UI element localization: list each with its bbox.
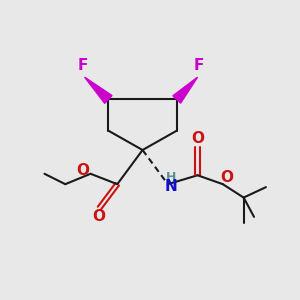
Text: O: O [92, 209, 105, 224]
Text: O: O [192, 131, 205, 146]
Text: N: N [164, 179, 177, 194]
Text: H: H [166, 171, 176, 184]
Polygon shape [85, 77, 112, 104]
Text: F: F [194, 58, 204, 74]
Text: O: O [76, 163, 90, 178]
Text: F: F [78, 58, 88, 74]
Text: O: O [220, 170, 233, 185]
Polygon shape [173, 77, 198, 103]
